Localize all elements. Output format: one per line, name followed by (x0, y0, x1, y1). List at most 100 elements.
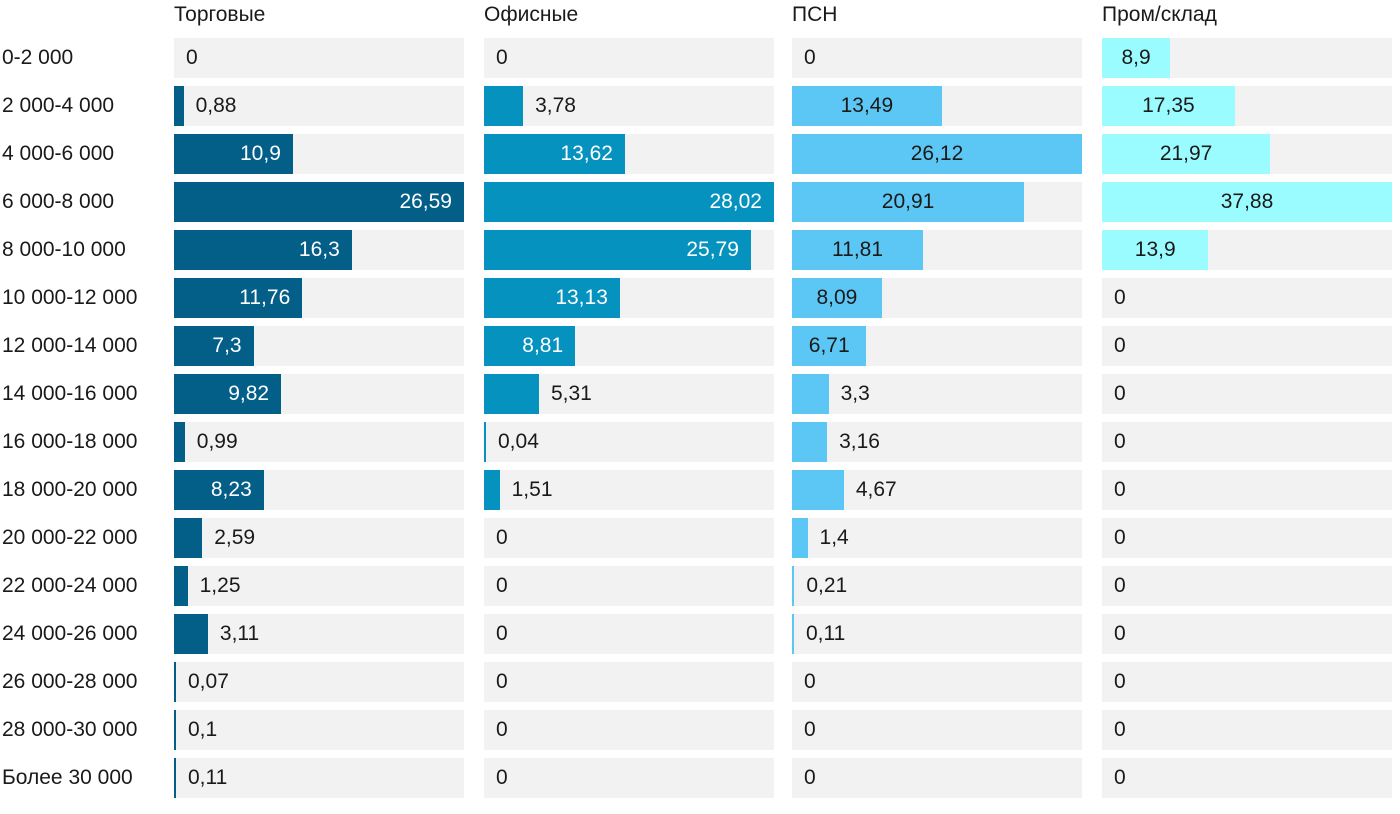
bar-track: 26,12 (792, 134, 1082, 174)
bar-value-label: 28,02 (709, 190, 762, 213)
bar-track: 0 (1102, 278, 1392, 318)
bar (1102, 182, 1392, 222)
bar-value-label: 8,81 (522, 334, 564, 357)
bar-value-label: 6,71 (808, 334, 850, 357)
bar-track: 0 (484, 710, 774, 750)
bar-track: 7,3 (174, 326, 464, 366)
bar (792, 86, 942, 126)
bar (484, 182, 774, 222)
bar-track: 0,04 (484, 422, 774, 462)
bar-value-label: 0 (1114, 670, 1126, 693)
bar-value-label: 0 (804, 670, 816, 693)
bar-value-label: 0 (1114, 766, 1126, 789)
bar-track: 9,82 (174, 374, 464, 414)
bar-track: 0 (1102, 422, 1392, 462)
category-label: 26 000-28 000 (2, 670, 138, 693)
bar (174, 566, 188, 606)
bar-track: 0 (1102, 662, 1392, 702)
bar-value-label: 0 (496, 766, 508, 789)
bar-track: 0 (1102, 566, 1392, 606)
bar (174, 758, 176, 798)
category-label: 4 000-6 000 (2, 142, 115, 165)
bar-value-label: 2,59 (214, 526, 256, 549)
bar-value-label: 13,49 (840, 94, 894, 117)
bar (792, 374, 829, 414)
bar-value-label: 1,51 (511, 478, 553, 501)
bar (484, 422, 486, 462)
bar (174, 422, 185, 462)
bar-track: 13,62 (484, 134, 774, 174)
category-label: 8 000-10 000 (2, 238, 126, 261)
bar (792, 278, 882, 318)
bar-value-label: 26,59 (399, 190, 452, 213)
bar-track: 0 (484, 614, 774, 654)
bar-track: 5,31 (484, 374, 774, 414)
bar-track: 13,49 (792, 86, 1082, 126)
bar-track: 26,59 (174, 182, 464, 222)
panel-title: Торговые (174, 3, 266, 26)
bar (792, 566, 795, 606)
bar-value-label: 0 (804, 46, 816, 69)
bar (174, 326, 254, 366)
bar-value-label: 0,99 (196, 430, 238, 453)
bar-track: 13,13 (484, 278, 774, 318)
bar-track: 28,02 (484, 182, 774, 222)
bar (1102, 230, 1209, 270)
bar-value-label: 0,88 (195, 94, 237, 117)
bar-track: 0,07 (174, 662, 464, 702)
bar-track: 0,21 (792, 566, 1082, 606)
bar-track: 0 (1102, 758, 1392, 798)
bar (174, 662, 176, 702)
bar (484, 278, 620, 318)
bar-value-label: 0 (496, 718, 508, 741)
bar-track: 3,78 (484, 86, 774, 126)
bar (792, 134, 1082, 174)
bar-value-label: 7,3 (212, 334, 242, 357)
category-label: 12 000-14 000 (2, 334, 138, 357)
bar-track: 0,88 (174, 86, 464, 126)
category-label: 2 000-4 000 (2, 94, 115, 117)
bar-track: 0 (1102, 326, 1392, 366)
category-label: 24 000-26 000 (2, 622, 138, 645)
bar-value-label: 0,07 (188, 670, 229, 693)
bar-track: 0 (1102, 710, 1392, 750)
bar-value-label: 0 (1114, 478, 1126, 501)
bar (484, 230, 751, 270)
category-label: 20 000-22 000 (2, 526, 138, 549)
bar-track: 1,4 (792, 518, 1082, 558)
bar-track: 0 (792, 710, 1082, 750)
bar-track: 16,3 (174, 230, 464, 270)
bar-value-label: 13,62 (560, 142, 613, 165)
category-label: 6 000-8 000 (2, 190, 115, 213)
bar-value-label: 0 (1114, 622, 1126, 645)
bar-value-label: 0,04 (498, 430, 539, 453)
bar-value-label: 8,23 (210, 478, 252, 501)
category-label: 28 000-30 000 (2, 718, 138, 741)
bar (174, 86, 184, 126)
bar (484, 134, 625, 174)
bar-value-label: 0 (1114, 382, 1126, 405)
category-label: 14 000-16 000 (2, 382, 138, 405)
bar (1102, 38, 1171, 78)
panel-title: Офисные (484, 3, 579, 26)
bar-value-label: 1,4 (819, 526, 849, 549)
bar (484, 326, 576, 366)
bar-track: 0,11 (174, 758, 464, 798)
panel-title: Пром/склад (1102, 3, 1217, 26)
bar-value-label: 8,09 (816, 286, 858, 309)
bar-track: 8,81 (484, 326, 774, 366)
bar-value-label: 0 (804, 718, 816, 741)
bar-track: 3,16 (792, 422, 1082, 462)
bar-track: 0 (792, 38, 1082, 78)
bar-value-label: 0 (496, 46, 508, 69)
bar-value-label: 20,91 (881, 190, 935, 213)
bar-value-label: 0,1 (188, 718, 218, 741)
bar (174, 614, 208, 654)
bar (174, 518, 203, 558)
bar-track: 17,35 (1102, 86, 1392, 126)
bar-track: 2,59 (174, 518, 464, 558)
bar-track: 10,9 (174, 134, 464, 174)
bar-value-label: 0 (186, 46, 198, 69)
bar-value-label: 16,3 (298, 238, 340, 261)
